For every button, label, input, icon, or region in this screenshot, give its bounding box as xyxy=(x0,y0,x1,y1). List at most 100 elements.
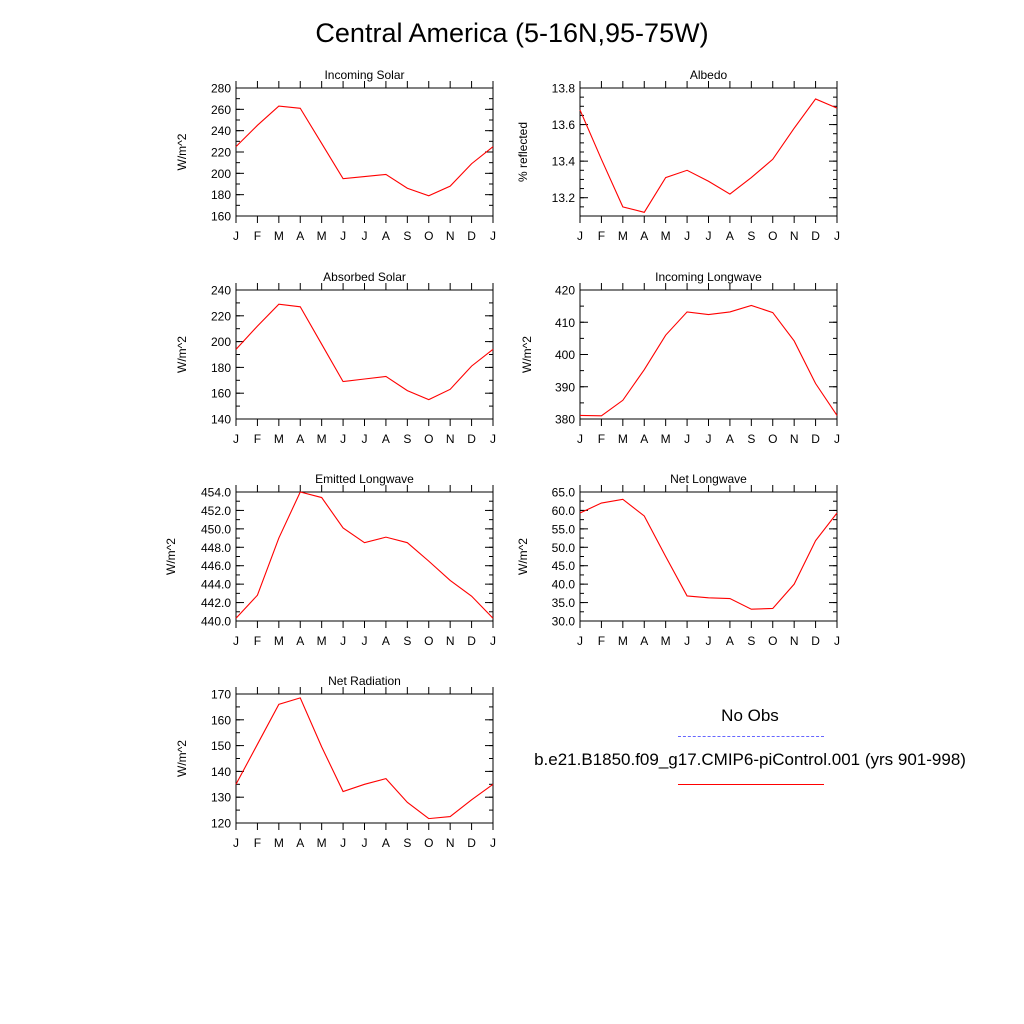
chart-title: Incoming Longwave xyxy=(655,270,762,284)
x-tick-label: J xyxy=(362,229,368,243)
chart-title: Albedo xyxy=(690,68,728,82)
x-tick-label: J xyxy=(577,432,583,446)
x-tick-label: M xyxy=(274,432,284,446)
x-tick-label: J xyxy=(362,836,368,850)
x-tick-label: M xyxy=(661,634,671,648)
x-tick-label: J xyxy=(340,836,346,850)
series-line xyxy=(235,491,494,619)
x-tick-label: A xyxy=(726,634,734,648)
x-tick-label: J xyxy=(233,432,239,446)
x-tick-label: J xyxy=(706,634,712,648)
x-tick-label: N xyxy=(446,432,455,446)
x-tick-label: A xyxy=(726,229,734,243)
series-line xyxy=(579,98,838,213)
y-axis-label: W/m^2 xyxy=(520,336,534,373)
x-tick-label: F xyxy=(254,634,261,648)
x-tick-label: A xyxy=(640,229,648,243)
chart-title: Incoming Solar xyxy=(324,68,404,82)
y-tick-label: 65.0 xyxy=(552,486,576,500)
y-tick-label: 444.0 xyxy=(201,578,231,592)
y-axis-label: W/m^2 xyxy=(175,740,189,777)
y-tick-label: 13.2 xyxy=(552,191,576,205)
y-tick-label: 160 xyxy=(211,210,231,224)
y-tick-label: 420 xyxy=(555,284,575,298)
x-tick-label: M xyxy=(317,634,327,648)
y-tick-label: 140 xyxy=(211,765,231,779)
y-tick-label: 200 xyxy=(211,167,231,181)
x-tick-label: O xyxy=(424,432,433,446)
y-tick-label: 452.0 xyxy=(201,504,231,518)
x-tick-label: N xyxy=(446,229,455,243)
y-tick-label: 240 xyxy=(211,124,231,138)
y-tick-label: 55.0 xyxy=(552,522,576,536)
chart-panel-1: Incoming Solar W/m^2 160 180 200 220 240 260 280… xyxy=(175,68,496,243)
x-tick-label: J xyxy=(233,634,239,648)
x-tick-label: S xyxy=(403,634,411,648)
chart-title: Absorbed Solar xyxy=(323,270,406,284)
x-tick-label: J xyxy=(340,432,346,446)
x-tick-label: S xyxy=(403,432,411,446)
y-tick-label: 450.0 xyxy=(201,522,231,536)
y-tick-label: 260 xyxy=(211,103,231,117)
x-tick-label: J xyxy=(834,432,840,446)
x-tick-label: N xyxy=(446,836,455,850)
x-tick-label: J xyxy=(834,634,840,648)
x-tick-label: N xyxy=(446,634,455,648)
x-tick-label: M xyxy=(618,432,628,446)
y-tick-label: 50.0 xyxy=(552,541,576,555)
y-tick-label: 280 xyxy=(211,82,231,96)
y-tick-label: 13.8 xyxy=(552,82,576,96)
y-tick-label: 13.6 xyxy=(552,118,576,132)
x-tick-label: A xyxy=(382,836,390,850)
x-tick-label: O xyxy=(424,836,433,850)
x-tick-label: O xyxy=(424,634,433,648)
x-tick-label: J xyxy=(490,229,496,243)
series-line xyxy=(235,105,494,197)
y-tick-label: 240 xyxy=(211,284,231,298)
x-tick-label: J xyxy=(340,634,346,648)
x-tick-label: J xyxy=(340,229,346,243)
y-tick-label: 140 xyxy=(211,413,231,427)
x-tick-label: O xyxy=(768,634,777,648)
plot-frame xyxy=(235,491,494,622)
legend-obs-line xyxy=(678,736,824,737)
y-tick-label: 170 xyxy=(211,688,231,702)
x-tick-label: A xyxy=(296,634,304,648)
x-tick-label: M xyxy=(661,229,671,243)
y-tick-label: 180 xyxy=(211,188,231,202)
x-tick-label: A xyxy=(640,634,648,648)
x-tick-label: J xyxy=(490,836,496,850)
x-tick-label: F xyxy=(254,229,261,243)
x-tick-label: D xyxy=(467,634,476,648)
y-tick-label: 220 xyxy=(211,309,231,323)
x-tick-label: M xyxy=(661,432,671,446)
x-tick-label: D xyxy=(467,836,476,850)
y-tick-label: 454.0 xyxy=(201,486,231,500)
chart-panel-6: Net Longwave W/m^2 30.0 35.0 40.0 45.0 50.0 55.… xyxy=(516,472,840,648)
x-tick-label: A xyxy=(296,432,304,446)
y-tick-label: 200 xyxy=(211,335,231,349)
x-tick-label: D xyxy=(811,432,820,446)
x-tick-label: O xyxy=(768,432,777,446)
x-tick-label: M xyxy=(317,229,327,243)
legend-model-label: b.e21.B1850.f09_g17.CMIP6-piControl.001 … xyxy=(534,750,966,769)
x-tick-label: A xyxy=(382,432,390,446)
x-tick-label: M xyxy=(317,836,327,850)
y-tick-label: 390 xyxy=(555,380,575,394)
y-axis-label: W/m^2 xyxy=(164,538,178,575)
x-tick-label: J xyxy=(577,634,583,648)
x-tick-label: D xyxy=(811,634,820,648)
x-tick-label: J xyxy=(233,836,239,850)
x-tick-label: J xyxy=(834,229,840,243)
x-tick-label: J xyxy=(577,229,583,243)
series-line xyxy=(579,304,838,417)
y-tick-label: 400 xyxy=(555,348,575,362)
x-tick-label: O xyxy=(424,229,433,243)
y-tick-label: 150 xyxy=(211,739,231,753)
x-tick-label: M xyxy=(618,229,628,243)
y-tick-label: 35.0 xyxy=(552,596,576,610)
plot-frame xyxy=(579,289,838,420)
